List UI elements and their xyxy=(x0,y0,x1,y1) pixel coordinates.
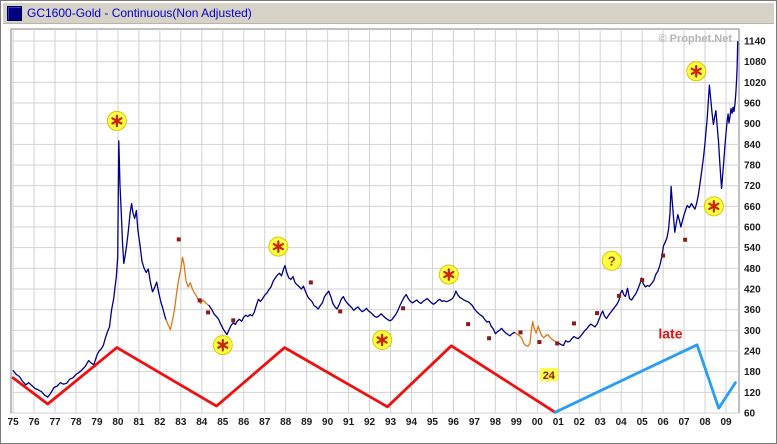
y-axis-label: 180 xyxy=(744,367,761,378)
cycle-count-label: 24 xyxy=(543,370,556,382)
x-axis-label: 80 xyxy=(112,417,124,428)
y-axis-label: 1080 xyxy=(744,57,767,68)
x-axis-label: 03 xyxy=(595,417,607,428)
x-axis-label: 05 xyxy=(637,417,649,428)
asterisk-glyph xyxy=(272,242,284,251)
x-axis-label: 95 xyxy=(427,417,439,428)
x-axis-label: 00 xyxy=(532,417,544,428)
x-axis-label: 07 xyxy=(679,417,691,428)
cycle-dot-marker xyxy=(308,280,313,285)
y-axis-label: 480 xyxy=(744,264,761,275)
x-axis-label: 93 xyxy=(385,417,397,428)
question-marker xyxy=(601,250,622,271)
x-axis-label: 78 xyxy=(70,417,82,428)
x-axis-label: 75 xyxy=(8,417,20,428)
asterisk-glyph xyxy=(217,341,229,349)
y-axis-label: 840 xyxy=(744,140,761,151)
cycle-dot-marker xyxy=(176,237,181,242)
y-axis-label: 60 xyxy=(744,409,756,420)
asterisk-glyph xyxy=(690,67,702,76)
x-axis-label: 87 xyxy=(259,417,271,428)
x-axis-label: 83 xyxy=(175,417,187,428)
cycle-dot-marker xyxy=(401,306,406,311)
x-axis-label: 96 xyxy=(448,417,460,428)
y-axis-label: 540 xyxy=(744,243,761,254)
chart-container: 1140 1080 1020 960 900 840 780 720 660 600 540 480 4… xyxy=(3,24,776,441)
x-axis-label: 09 xyxy=(720,417,732,428)
cycle-dot-marker xyxy=(683,237,688,242)
cycle-dot-marker xyxy=(206,310,211,315)
cycle-dot-marker xyxy=(661,253,666,258)
cycle-dot-marker xyxy=(197,298,202,303)
x-axis-label: 06 xyxy=(658,417,670,428)
plot-area xyxy=(10,28,740,414)
gold-price-2001-2009 xyxy=(558,41,739,347)
y-axis-label: 420 xyxy=(744,285,761,296)
cycle-dot-marker xyxy=(537,340,542,345)
y-axis-label: 600 xyxy=(744,223,761,234)
x-axis-label: 76 xyxy=(29,417,41,428)
asterisk-glyph xyxy=(443,270,455,279)
asterisk-glyph xyxy=(111,117,123,125)
y-axis-label: 900 xyxy=(744,119,761,130)
x-axis-label: 85 xyxy=(217,417,229,428)
x-axis-label: 02 xyxy=(574,417,586,428)
x-axis-label: 84 xyxy=(196,417,208,428)
y-axis-label: 660 xyxy=(744,202,761,213)
x-axis-label: 81 xyxy=(133,417,145,428)
window-title: GC1600-Gold - Continuous(Non Adjusted) xyxy=(27,6,252,20)
window-titlebar: GC1600-Gold - Continuous(Non Adjusted) xyxy=(3,3,774,24)
x-axis-label: 90 xyxy=(322,417,334,428)
x-axis-label: 97 xyxy=(469,417,481,428)
y-axis-label: 720 xyxy=(744,181,761,192)
x-axis-label: 98 xyxy=(490,417,502,428)
cycle-dot-marker xyxy=(571,321,576,326)
x-axis-label: 82 xyxy=(154,417,166,428)
x-axis-label: 08 xyxy=(699,417,711,428)
cycle-dot-marker xyxy=(231,318,236,323)
x-axis-label: 86 xyxy=(238,417,250,428)
y-axis-label: 300 xyxy=(744,326,761,337)
asterisk-glyph xyxy=(708,202,720,211)
cycle-dot-marker xyxy=(487,336,492,341)
x-axis-label: 92 xyxy=(364,417,376,428)
cycle-dot-marker xyxy=(617,293,622,298)
y-axis-label: 240 xyxy=(744,347,761,358)
y-axis-label: 780 xyxy=(744,161,761,172)
gold-price-chart: 1140108010209609008407807206606005404804… xyxy=(8,28,767,428)
x-axis-label: 04 xyxy=(616,417,628,428)
gold-price-orange-1999-2001 xyxy=(514,320,560,347)
x-axis-label: 99 xyxy=(511,417,523,428)
cycle-line-red xyxy=(11,344,557,414)
cycle-dot-marker xyxy=(466,322,471,327)
y-axis-label: 360 xyxy=(744,305,761,316)
app-icon xyxy=(7,5,22,21)
late-label: late xyxy=(658,325,682,341)
x-axis-label: 94 xyxy=(406,417,418,428)
gold-price-orange-1982-1984 xyxy=(165,256,210,331)
x-axis-label: 79 xyxy=(91,417,103,428)
y-axis-label: 1140 xyxy=(744,37,766,48)
x-axis-label: 01 xyxy=(553,417,565,428)
x-axis-label: 91 xyxy=(343,417,355,428)
y-axis-label: 1020 xyxy=(744,78,767,89)
cycle-dot-marker xyxy=(595,311,600,316)
gold-price-1984-1999 xyxy=(208,264,516,337)
gold-price-1975-1982 xyxy=(12,140,167,398)
x-axis-label: 77 xyxy=(49,417,61,428)
cycle-dot-marker xyxy=(555,341,560,346)
asterisk-glyph xyxy=(376,336,388,344)
cycle-dot-marker xyxy=(338,309,343,314)
cycle-line-blue-late xyxy=(553,343,737,414)
x-axis-label: 88 xyxy=(280,417,292,428)
y-axis-label: 120 xyxy=(744,388,761,399)
y-axis-label: 960 xyxy=(744,99,761,110)
label-highlight xyxy=(539,368,558,382)
cycle-dot-marker xyxy=(518,330,523,335)
question-glyph: ? xyxy=(608,253,616,268)
cycle-dot-marker xyxy=(640,278,645,283)
x-axis-label: 89 xyxy=(301,417,313,428)
